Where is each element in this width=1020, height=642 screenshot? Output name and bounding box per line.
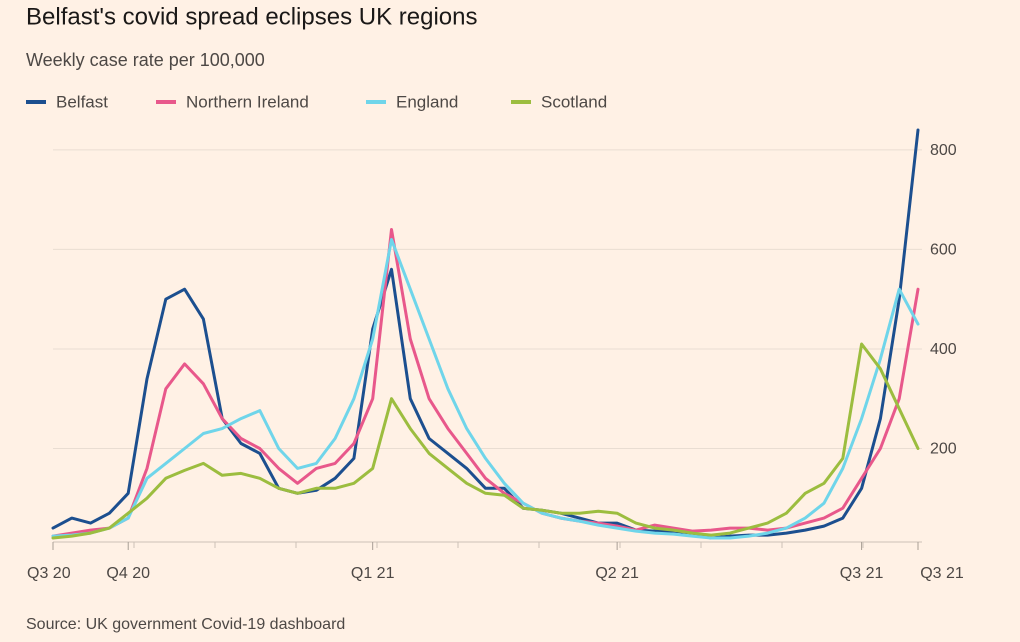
x-tick-label: Q3 21 — [840, 565, 884, 582]
y-tick-label: 400 — [930, 341, 957, 358]
legend-label: Belfast — [56, 92, 108, 111]
y-tick-label: 800 — [930, 142, 957, 159]
series-line — [51, 228, 920, 538]
series-line — [51, 342, 920, 540]
x-tick-label: Q3 21 — [920, 565, 964, 582]
x-tick-label: Q4 20 — [106, 565, 150, 582]
chart-subtitle: Weekly case rate per 100,000 — [26, 50, 265, 70]
y-tick-label: 200 — [930, 441, 957, 458]
x-tick-label: Q2 21 — [595, 565, 639, 582]
legend-label: England — [396, 92, 458, 111]
x-tick-label: Q1 21 — [351, 565, 395, 582]
series-line — [51, 128, 920, 540]
x-tick-label: Q3 20 — [27, 565, 71, 582]
series-line — [51, 238, 920, 540]
chart-title: Belfast's covid spread eclipses UK regio… — [26, 3, 477, 30]
source: Source: UK government Covid-19 dashboard — [26, 616, 345, 633]
y-tick-label: 600 — [930, 242, 957, 259]
legend-label: Northern Ireland — [186, 92, 309, 111]
legend-label: Scotland — [541, 92, 607, 111]
